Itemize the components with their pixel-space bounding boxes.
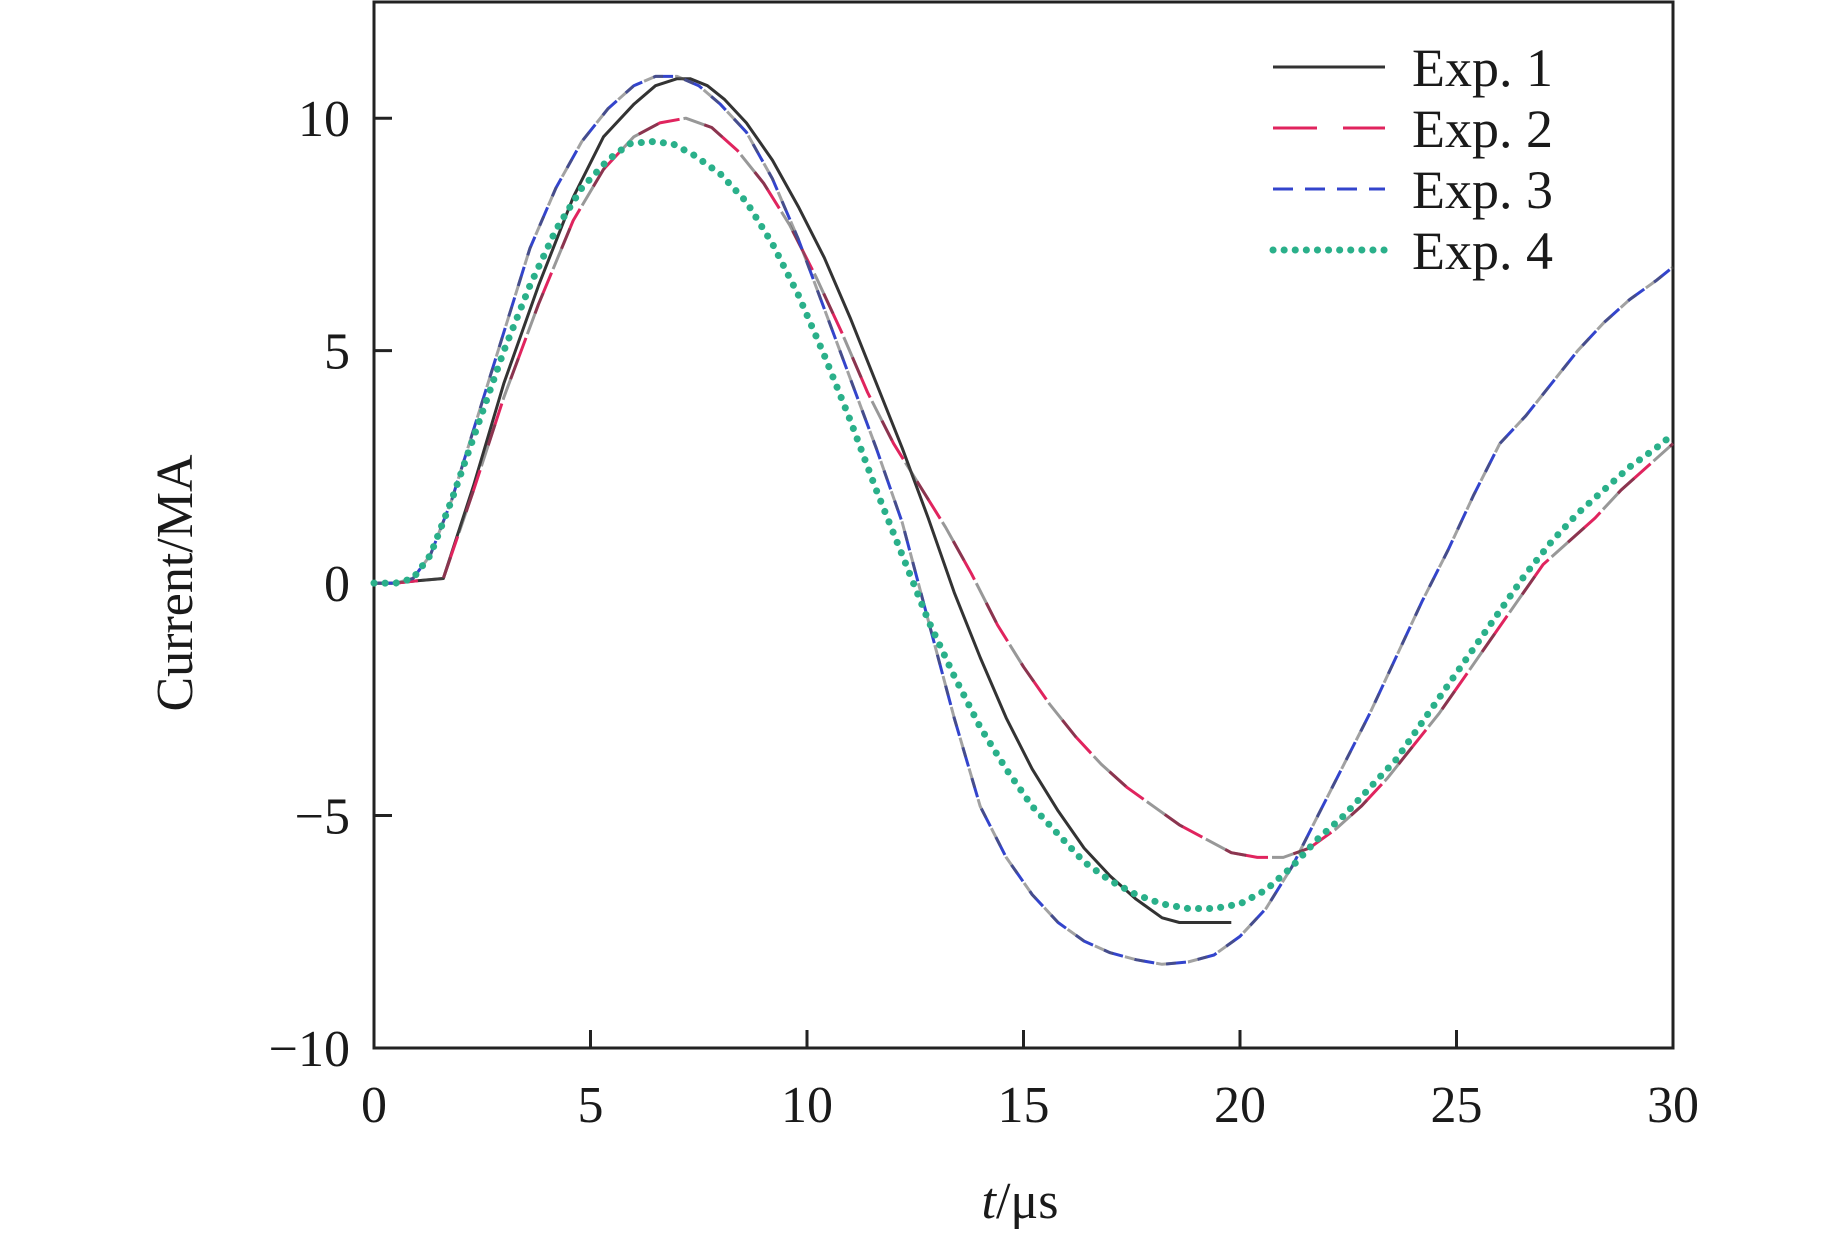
legend-label-exp-3: Exp. 3 <box>1412 160 1553 220</box>
series-line-exp-3 <box>374 74 1674 966</box>
x-tick-label: 10 <box>781 1077 833 1134</box>
y-tick-label: 10 <box>298 91 350 148</box>
legend-label-exp-2: Exp. 2 <box>1412 99 1553 159</box>
y-tick-label: −5 <box>295 789 350 846</box>
series-line-exp-4 <box>370 138 1677 912</box>
series-lines <box>370 74 1677 966</box>
y-tick-label: 0 <box>324 556 350 613</box>
y-tick-label: −10 <box>269 1021 350 1078</box>
x-tick-label: 25 <box>1431 1077 1483 1134</box>
x-axis-label: t/μs <box>981 1173 1058 1230</box>
x-tick-label: 15 <box>998 1077 1050 1134</box>
series-line-exp-3 <box>374 74 1674 966</box>
x-tick-label: 5 <box>578 1077 604 1134</box>
axis-ticks: 0 5 10 15 20 25 30 −10 −5 0 5 10 <box>269 91 1699 1134</box>
y-tick-label: 5 <box>324 324 350 381</box>
legend-label-exp-1: Exp. 1 <box>1412 38 1553 98</box>
series-line-exp-1 <box>374 77 1232 924</box>
x-tick-label: 30 <box>1647 1077 1699 1134</box>
legend-label-exp-4: Exp. 4 <box>1412 221 1553 281</box>
x-axis-label-variable: t <box>981 1173 997 1230</box>
x-tick-label: 0 <box>361 1077 387 1134</box>
y-axis-label: Current/MA <box>147 454 204 712</box>
series-line-exp-2 <box>374 116 1675 859</box>
x-axis-label-unit: /μs <box>996 1173 1059 1230</box>
x-tick-label: 20 <box>1214 1077 1266 1134</box>
